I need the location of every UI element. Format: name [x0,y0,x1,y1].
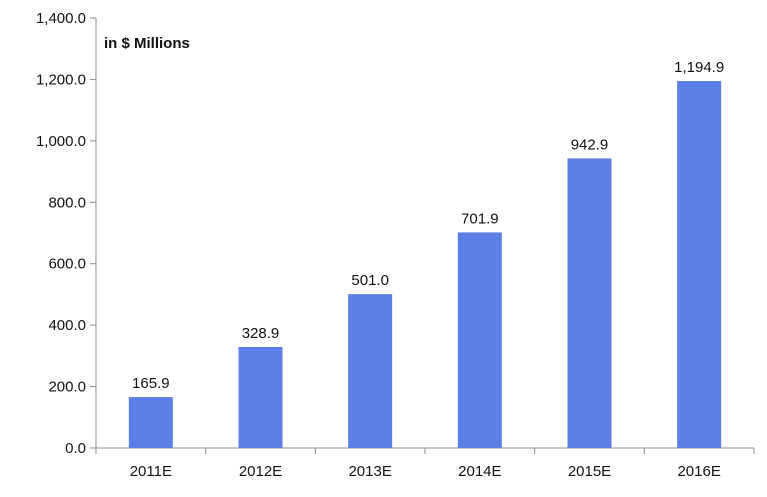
bars [128,80,722,449]
x-axis: 2011E 2012E 2013E 2014E 2015E 2016E [95,447,755,480]
y-tick-label: 400.0 [48,317,86,334]
data-label: 165.9 [132,375,170,392]
x-tick-label: 2012E [239,463,282,480]
unit-note: in $ Millions [104,35,190,52]
data-label: 1,194.9 [674,59,724,76]
data-label: 701.9 [461,210,499,227]
y-tick-label: 200.0 [48,379,86,396]
y-tick-label: 800.0 [48,194,86,211]
x-tick-label: 2014E [458,463,501,480]
bar-2011e [128,397,173,448]
data-labels: 165.9 328.9 501.0 701.9 942.9 1,194.9 [132,59,724,392]
bar-2013e [348,294,393,448]
y-tick-label: 1,400.0 [36,10,86,27]
data-label: 328.9 [242,325,280,342]
bar-2014e [457,232,502,448]
data-label: 501.0 [351,272,389,289]
x-tick-label: 2015E [568,463,611,480]
data-label: 942.9 [571,136,609,153]
x-tick-label: 2011E [130,463,172,480]
y-tick-label: 600.0 [48,256,86,273]
x-tick-label: 2016E [677,463,720,480]
bar-2012e [238,346,283,448]
y-tick-label: 1,200.0 [36,71,86,88]
y-tick-label: 0.0 [65,440,86,457]
bar-2016e [677,80,722,449]
y-axis: 0.0 200.0 400.0 600.0 800.0 1,000.0 1,200.0 1,4… [36,10,97,457]
x-tick-label: 2013E [348,463,391,480]
bar-2015e [567,158,612,448]
y-tick-label: 1,000.0 [36,133,86,150]
